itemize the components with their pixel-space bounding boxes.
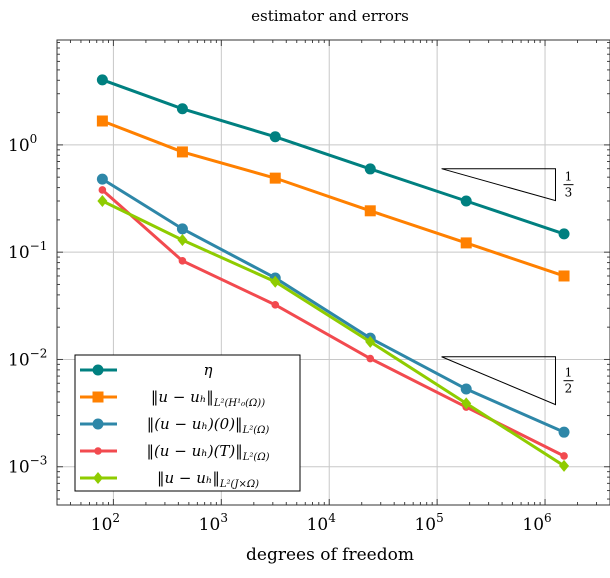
x-tick-base: 10 — [522, 515, 544, 535]
series-group — [96, 74, 570, 472]
y-tick-base: 10 — [8, 350, 30, 370]
data-point — [178, 257, 187, 265]
legend-swatch-marker — [92, 418, 104, 430]
series-0 — [96, 74, 570, 240]
y-tick-label: 10−2 — [8, 346, 47, 370]
legend-entry: ‖u − uₕ‖L²(H¹₀(Ω)) — [151, 388, 265, 409]
legend-entry: ‖(u − uₕ)(0)‖L²(Ω) — [147, 415, 270, 436]
grid — [57, 40, 610, 505]
y-tick-label: 100 — [8, 132, 37, 156]
data-point — [96, 115, 108, 127]
slope-numerator: 1 — [565, 170, 573, 184]
data-point — [97, 194, 108, 207]
y-tick-label: 10−3 — [8, 454, 47, 478]
legend-label-main: η — [204, 361, 213, 379]
slope-numerator: 1 — [565, 366, 573, 380]
legend-label-sub: L²(Ω) — [242, 452, 270, 463]
series-line — [101, 199, 565, 468]
y-tick-label: 10−1 — [8, 239, 47, 263]
chart-title: estimator and errors — [251, 7, 409, 25]
plot-frame — [56, 39, 610, 506]
data-point — [271, 301, 280, 309]
series-line — [101, 177, 565, 434]
slope-triangles: 1 3 1 2 — [441, 168, 574, 406]
y-tick-base: 10 — [8, 458, 30, 478]
legend-label-main: ‖u − uₕ‖ — [151, 388, 214, 406]
y-tick-exp: 0 — [30, 132, 38, 146]
data-point — [460, 195, 472, 207]
x-tick-base: 10 — [414, 515, 436, 535]
series-4 — [97, 194, 570, 472]
x-tick-base: 10 — [307, 515, 329, 535]
x-tick-label: 103 — [199, 511, 228, 535]
data-point — [176, 146, 188, 158]
data-point — [559, 459, 570, 472]
legend-entry: ‖(u − uₕ)(T)‖L²(Ω) — [146, 442, 269, 463]
data-point — [460, 383, 472, 395]
data-point — [364, 205, 376, 217]
data-point — [558, 228, 570, 240]
x-tick-label: 102 — [91, 511, 120, 535]
data-point — [98, 186, 107, 194]
data-point — [269, 131, 281, 143]
legend-label-main: ‖(u − uₕ)(T)‖ — [146, 442, 242, 460]
legend-swatch-marker — [94, 447, 102, 455]
x-tick-exp: 5 — [436, 511, 444, 525]
x-tick-base: 10 — [91, 515, 113, 535]
series-line — [101, 78, 565, 236]
series-line — [101, 119, 565, 278]
y-tick-base: 10 — [8, 136, 30, 156]
x-tick-label: 104 — [307, 511, 337, 535]
data-point — [269, 172, 281, 184]
data-point — [365, 335, 376, 348]
x-tick-exp: 6 — [544, 511, 552, 525]
x-tick-exp: 4 — [328, 511, 336, 525]
data-point — [461, 397, 472, 410]
data-point — [177, 233, 188, 246]
legend-label-main: ‖u − uₕ‖ — [157, 469, 220, 487]
data-point — [176, 103, 188, 115]
slope-denominator: 2 — [565, 382, 573, 396]
legend-swatch-marker — [92, 364, 104, 376]
x-tick-exp: 2 — [112, 511, 120, 525]
legend-label-sub: L²(H¹₀(Ω)) — [213, 398, 265, 409]
y-tick-base: 10 — [8, 243, 30, 263]
legend-swatch-marker — [93, 472, 103, 484]
y-tick-exp: −3 — [30, 454, 48, 468]
x-axis-label: degrees of freedom — [246, 545, 414, 565]
slope-triangle — [441, 356, 556, 406]
legend-swatch-marker — [92, 391, 104, 403]
x-tick-exp: 3 — [220, 511, 228, 525]
data-point — [96, 74, 108, 86]
legend-label-main: ‖(u − uₕ)(0)‖ — [147, 415, 243, 433]
legend: η‖u − uₕ‖L²(H¹₀(Ω))‖(u − uₕ)(0)‖L²(Ω)‖(u… — [74, 354, 301, 492]
data-point — [558, 270, 570, 282]
data-point — [460, 237, 472, 249]
slope-denominator: 3 — [565, 186, 573, 200]
data-point — [364, 163, 376, 175]
data-point — [176, 223, 188, 235]
x-tick-label: 106 — [522, 511, 551, 535]
data-point — [558, 426, 570, 438]
legend-label-sub: L²(Ω) — [242, 425, 270, 436]
legend-entry: ‖u − uₕ‖L²(J×Ω) — [157, 469, 259, 490]
data-point — [96, 173, 108, 185]
y-tick-exp: −2 — [30, 346, 48, 360]
slope-triangle — [441, 168, 556, 202]
y-tick-exp: −1 — [30, 239, 48, 253]
data-point — [366, 354, 375, 363]
legend-label-sub: L²(J×Ω) — [219, 479, 259, 490]
data-point — [560, 452, 568, 460]
x-tick-label: 105 — [414, 511, 443, 535]
series-2 — [96, 173, 570, 438]
x-tick-base: 10 — [199, 515, 221, 535]
series-1 — [96, 115, 570, 282]
legend-entry: η — [204, 361, 213, 379]
data-point — [270, 275, 281, 288]
